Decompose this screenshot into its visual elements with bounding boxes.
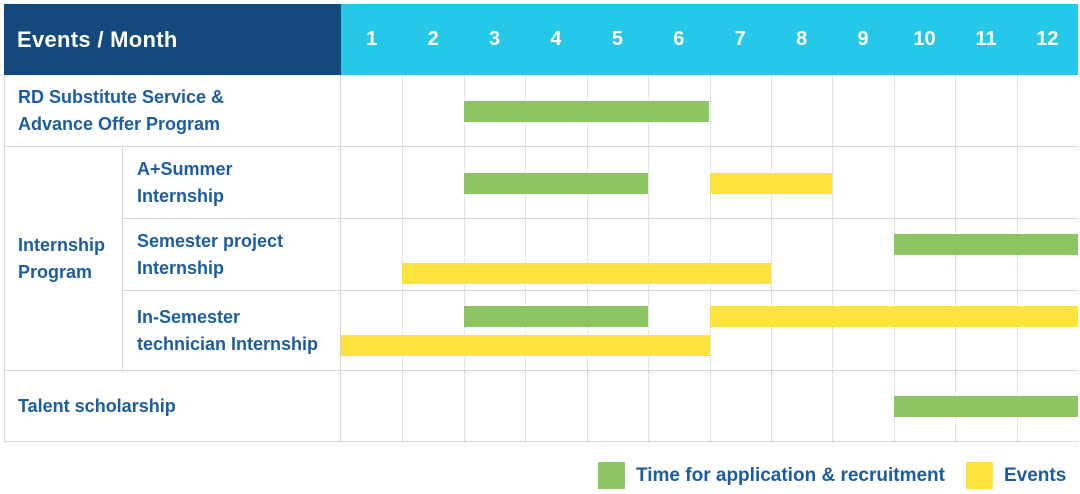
month-gridline — [893, 291, 895, 370]
events-month-header-cell: Events / Month — [4, 4, 341, 75]
chart-cell — [341, 291, 1078, 370]
chart-cell — [341, 219, 1078, 290]
month-gridline — [955, 291, 957, 370]
month-header-7: 7 — [734, 28, 746, 50]
month-gridline — [893, 75, 895, 146]
month-gridline — [648, 147, 650, 218]
month-header-11: 11 — [975, 28, 997, 50]
month-gridline — [586, 291, 588, 370]
chart-cell — [341, 75, 1078, 146]
month-gridline — [709, 371, 711, 441]
month-gridline — [770, 371, 772, 441]
month-gridline — [648, 219, 650, 290]
bar-events — [709, 306, 1078, 327]
month-header-8: 8 — [796, 28, 808, 50]
events-color-swatch — [965, 462, 993, 489]
month-gridline — [955, 75, 957, 146]
month-header-4: 4 — [550, 28, 562, 50]
month-header-1: 1 — [366, 28, 378, 50]
gantt-subrow: In-Semester technician Internship — [123, 291, 1078, 370]
table-header-row: Events / Month 1 2 3 4 5 6 7 8 9 10 11 12 — [4, 4, 1078, 75]
month-gridline — [525, 291, 527, 370]
chart-cell — [341, 147, 1078, 218]
month-gridline — [402, 219, 404, 290]
month-gridline — [648, 371, 650, 441]
legend-label-application: Time for application & recruitment — [636, 464, 945, 486]
month-gridline — [832, 219, 834, 290]
group-subrows: A+Summer Internship Semester project Intern… — [123, 147, 1078, 370]
bar-application — [893, 396, 1078, 417]
month-gridline — [770, 75, 772, 146]
legend-label-events: Events — [1003, 464, 1067, 486]
bar-application — [893, 234, 1078, 255]
bar-application — [463, 172, 649, 194]
row-label: Talent scholarship — [5, 371, 341, 441]
row-label: RD Substitute Service & Advance Offer Pro… — [5, 75, 341, 146]
month-header-9: 9 — [857, 28, 869, 50]
bar-events — [709, 172, 833, 194]
month-gridline — [709, 291, 711, 370]
month-gridline — [832, 75, 834, 146]
month-gridline — [463, 371, 465, 441]
month-gridline — [1016, 75, 1018, 146]
month-gridline — [402, 291, 404, 370]
month-gridline — [832, 147, 834, 218]
chart-cell — [341, 371, 1078, 441]
month-gridline — [463, 219, 465, 290]
gantt-subrow: Semester project Internship — [123, 219, 1078, 291]
month-gridline — [648, 291, 650, 370]
month-gridline — [832, 371, 834, 441]
legend: Time for application & recruitment Event… — [598, 462, 1066, 489]
gantt-row: Talent scholarship — [5, 371, 1078, 442]
month-gridline — [586, 371, 588, 441]
subrow-label: In-Semester technician Internship — [123, 291, 341, 370]
bar-events — [402, 263, 771, 284]
bar-application — [463, 306, 649, 327]
month-gridline — [402, 371, 404, 441]
month-gridline — [463, 291, 465, 370]
gantt-body: RD Substitute Service & Advance Offer Pro… — [4, 75, 1078, 442]
month-gridline — [709, 219, 711, 290]
month-gridline — [955, 147, 957, 218]
legend-item-events: Events — [965, 462, 1067, 489]
month-gridline — [1016, 147, 1018, 218]
month-gridline — [770, 291, 772, 370]
month-gridline — [1016, 291, 1018, 370]
gantt-row-group: Internship Program A+Summer Internship Semes… — [5, 147, 1078, 371]
month-gridline — [832, 291, 834, 370]
month-gridline — [893, 147, 895, 218]
group-label: Internship Program — [5, 147, 123, 370]
legend-item-application: Time for application & recruitment — [598, 462, 945, 489]
month-gridline — [525, 371, 527, 441]
month-header-6: 6 — [673, 28, 685, 50]
month-header-strip: 1 2 3 4 5 6 7 8 9 10 11 12 — [341, 4, 1078, 75]
subrow-label: Semester project Internship — [123, 219, 341, 290]
subrow-label: A+Summer Internship — [123, 147, 341, 218]
month-header-5: 5 — [611, 28, 623, 50]
month-gridline — [709, 75, 711, 146]
bar-events — [341, 335, 710, 356]
month-header-12: 12 — [1036, 28, 1059, 50]
month-gridline — [525, 219, 527, 290]
month-gridline — [770, 219, 772, 290]
month-header-3: 3 — [488, 28, 501, 50]
bar-application — [463, 100, 710, 122]
gantt-table: Events / Month 1 2 3 4 5 6 7 8 9 10 11 12 RD Substi… — [4, 4, 1078, 442]
month-gridline — [402, 147, 404, 218]
gantt-subrow: A+Summer Internship — [123, 147, 1078, 219]
gantt-row: RD Substitute Service & Advance Offer Pro… — [5, 75, 1078, 147]
month-header-2: 2 — [427, 28, 439, 50]
month-header-10: 10 — [913, 28, 936, 50]
month-gridline — [402, 75, 404, 146]
month-gridline — [586, 219, 588, 290]
application-color-swatch — [598, 462, 625, 489]
